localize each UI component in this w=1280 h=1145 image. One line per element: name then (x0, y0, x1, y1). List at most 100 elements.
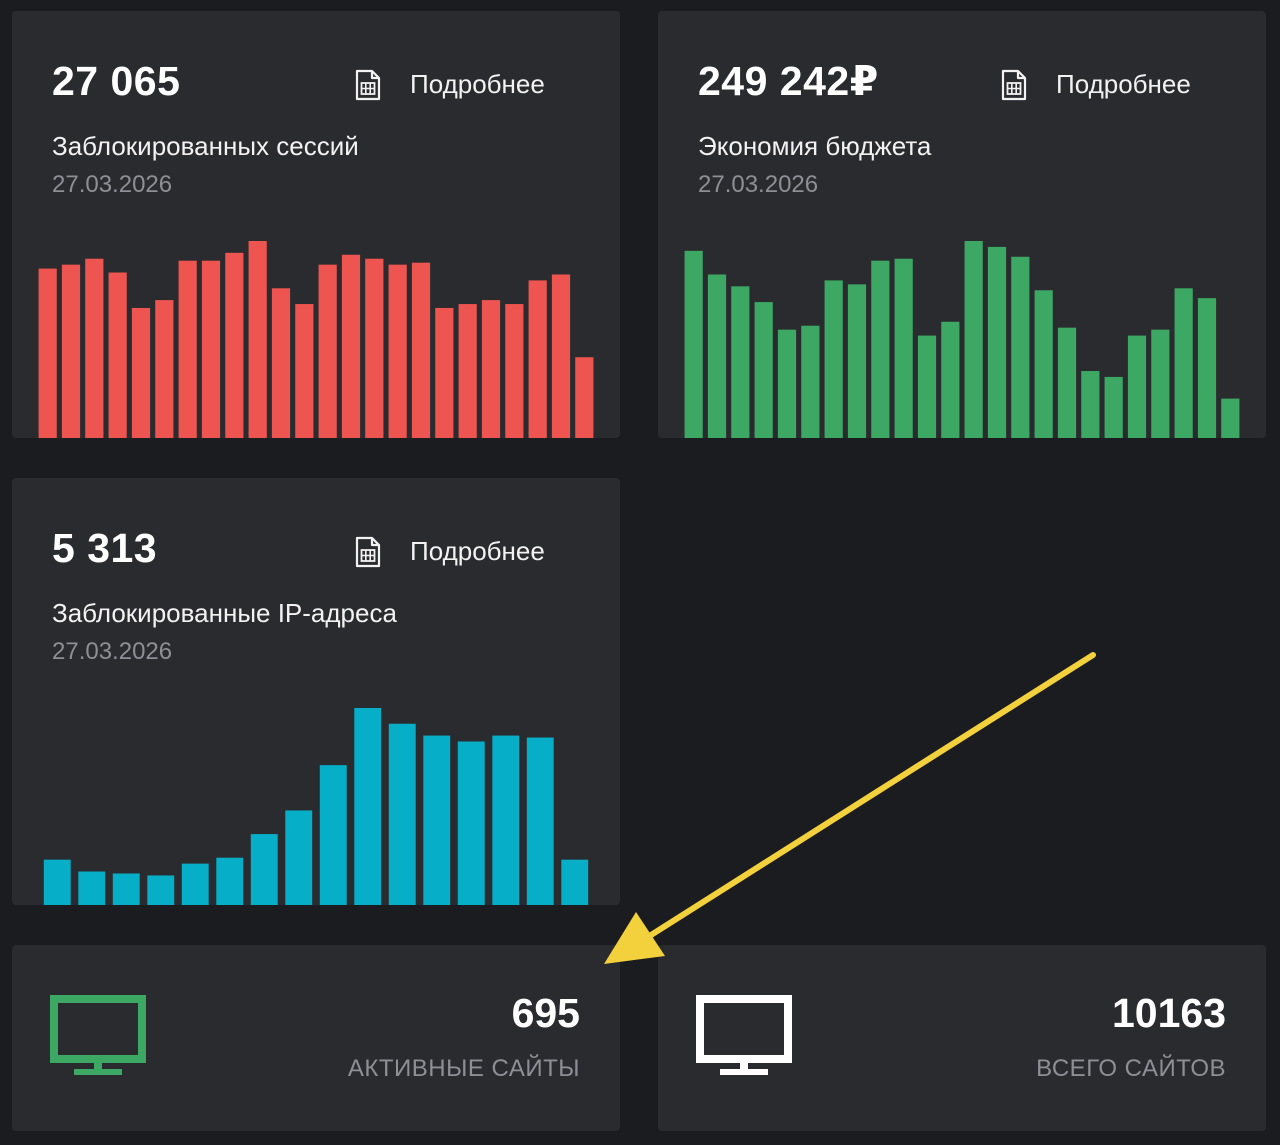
blocked-sessions-bar-chart (38, 241, 594, 438)
bar (112, 873, 140, 905)
bar (777, 329, 797, 438)
more-label: Подробнее (410, 536, 545, 567)
blocked-sessions-title: Заблокированных сессий (52, 131, 359, 161)
bar (684, 250, 703, 438)
blocked-ips-more-link[interactable]: Подробнее (354, 536, 545, 568)
bar (78, 871, 106, 905)
bar (1034, 290, 1053, 438)
bar (435, 307, 454, 438)
bar (917, 335, 937, 438)
bar (388, 264, 407, 438)
budget-savings-more-link[interactable]: Подробнее (1000, 69, 1191, 101)
monitor-screen (50, 995, 146, 1063)
monitor-neck (740, 1059, 748, 1071)
budget-savings-card: 249 242₽ Подробнее Экономия бюджета 27.0… (658, 11, 1266, 438)
bar (871, 260, 890, 438)
bar (216, 857, 244, 905)
budget-savings-value: 249 242₽ (698, 58, 879, 104)
budget-savings-date: 27.03.2026 (698, 171, 819, 198)
bar (178, 260, 197, 438)
bar (1057, 327, 1077, 438)
bar (754, 302, 773, 438)
bar (847, 284, 867, 438)
blocked-sessions-date: 27.03.2026 (52, 171, 173, 198)
bar (561, 859, 589, 905)
arrow-shaft (637, 652, 1096, 945)
budget-savings-bar-chart (684, 241, 1240, 438)
bar (147, 875, 175, 905)
bar (505, 304, 524, 438)
bar (318, 264, 337, 438)
bar (964, 241, 983, 438)
monitor-icon (696, 995, 792, 1075)
blocked-ips-bar-chart (43, 708, 589, 905)
monitor-base (720, 1069, 768, 1075)
monitor-base (74, 1069, 122, 1075)
budget-savings-title: Экономия бюджета (698, 131, 932, 161)
blocked-sessions-more-link[interactable]: Подробнее (354, 69, 545, 101)
bar (987, 246, 1007, 438)
bar (481, 300, 501, 438)
monitor-screen (696, 995, 792, 1063)
spreadsheet-doc-icon (1001, 69, 1027, 101)
bar (457, 741, 485, 905)
bar (824, 280, 843, 438)
bar (941, 321, 960, 438)
bar (285, 810, 313, 905)
bar (85, 258, 104, 438)
bar (295, 304, 314, 438)
bar (1151, 329, 1170, 438)
monitor-neck (94, 1059, 102, 1071)
monitor-icon (50, 995, 146, 1075)
total-sites-label: ВСЕГО САЙТОВ (1036, 1055, 1226, 1082)
more-label: Подробнее (1056, 69, 1191, 100)
spreadsheet-doc-icon (355, 536, 381, 568)
blocked-ips-date: 27.03.2026 (52, 638, 173, 665)
bar (38, 268, 57, 438)
bar (108, 272, 127, 438)
bar (492, 735, 520, 905)
bar (1197, 298, 1217, 438)
bar (271, 288, 291, 438)
more-label: Подробнее (410, 69, 545, 100)
bar (250, 834, 278, 905)
bar (341, 254, 361, 438)
bar (388, 723, 416, 905)
bar (423, 735, 451, 905)
bar (365, 258, 384, 438)
bar (248, 241, 267, 438)
bar (731, 286, 750, 438)
total-sites-card: 10163 ВСЕГО САЙТОВ (658, 945, 1266, 1131)
bar (201, 260, 221, 438)
bar (551, 274, 571, 438)
bar (1127, 335, 1147, 438)
active-sites-card: 695 АКТИВНЫЕ САЙТЫ (12, 945, 620, 1131)
bar (526, 737, 554, 905)
bar (1104, 376, 1123, 438)
bar (528, 280, 547, 438)
bar (458, 304, 477, 438)
bar (575, 357, 594, 438)
total-sites-value: 10163 (1111, 990, 1226, 1036)
bar (894, 258, 913, 438)
bar (354, 708, 382, 905)
blocked-ips-title: Заблокированные IP-адреса (52, 598, 397, 628)
blocked-sessions-value: 27 065 (52, 58, 181, 104)
blocked-ips-card: 5 313 Подробнее Заблокированные IP-адрес… (12, 478, 620, 905)
bar (1011, 256, 1030, 438)
bar (801, 325, 820, 438)
blocked-ips-value: 5 313 (52, 525, 158, 571)
bar (1174, 288, 1193, 438)
blocked-sessions-card: 27 065 Подробнее Заблокированных сессий … (12, 11, 620, 438)
active-sites-label: АКТИВНЫЕ САЙТЫ (347, 1055, 580, 1082)
bar (61, 264, 81, 438)
bar (707, 274, 727, 438)
bar (319, 765, 347, 905)
active-sites-value: 695 (511, 990, 580, 1036)
bar (131, 307, 151, 438)
bar (155, 300, 174, 438)
bar (1221, 398, 1240, 438)
bar (1081, 371, 1100, 438)
bar (181, 863, 209, 905)
bar (225, 252, 244, 438)
